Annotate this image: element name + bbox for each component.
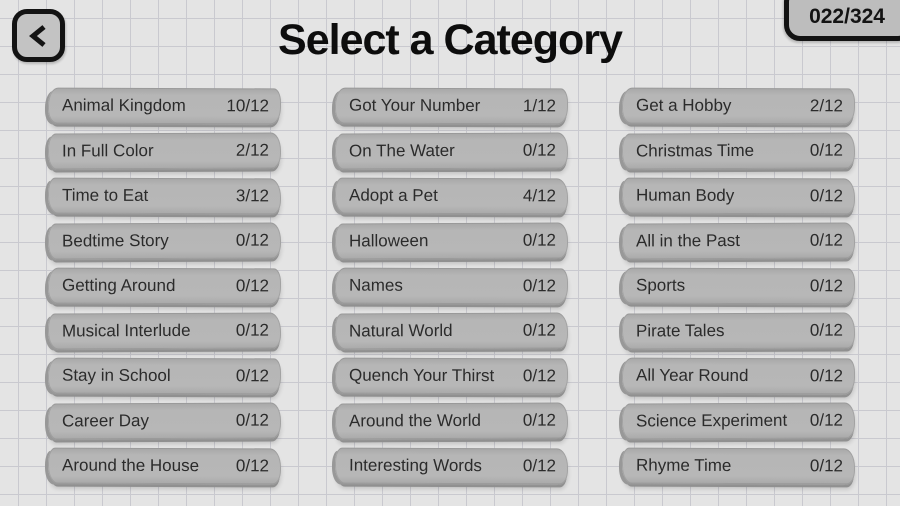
category-label: Human Body xyxy=(635,185,735,205)
category-progress: 0/12 xyxy=(809,276,844,296)
category-progress: 1/12 xyxy=(522,96,557,116)
category-button-get-a-hobby[interactable]: Get a Hobby 2/12 xyxy=(621,87,856,125)
category-label: Bedtime Story xyxy=(61,230,169,251)
category-progress: 0/12 xyxy=(235,276,270,296)
category-label: All Year Round xyxy=(635,365,749,386)
category-label: Animal Kingdom xyxy=(61,95,186,116)
category-progress: 0/12 xyxy=(522,456,557,476)
category-label: Stay in School xyxy=(61,365,171,386)
page-title: Select a Category xyxy=(278,16,623,64)
category-button-rhyme-time[interactable]: Rhyme Time 0/12 xyxy=(621,447,856,485)
category-progress: 0/12 xyxy=(235,366,270,386)
category-button-all-year-round[interactable]: All Year Round 0/12 xyxy=(621,357,856,395)
category-button-got-your-number[interactable]: Got Your Number 1/12 xyxy=(334,87,569,125)
category-label: Interesting Words xyxy=(348,455,482,476)
category-progress: 0/12 xyxy=(235,410,270,430)
category-label: Halloween xyxy=(348,231,429,251)
category-progress: 0/12 xyxy=(235,456,270,476)
category-label: Get a Hobby xyxy=(635,95,732,115)
category-progress: 2/12 xyxy=(809,96,844,116)
category-button-on-the-water[interactable]: On The Water 0/12 xyxy=(334,132,569,170)
category-label: Getting Around xyxy=(61,275,176,296)
category-column-1: Animal Kingdom 10/12 In Full Color 2/12 … xyxy=(47,87,282,485)
category-progress: 0/12 xyxy=(522,276,557,296)
category-button-interesting-words[interactable]: Interesting Words 0/12 xyxy=(334,447,569,485)
category-button-around-the-house[interactable]: Around the House 0/12 xyxy=(47,447,282,485)
category-label: Around the World xyxy=(348,410,482,431)
category-label: Got Your Number xyxy=(348,95,481,116)
category-button-all-in-the-past[interactable]: All in the Past 0/12 xyxy=(621,222,856,260)
category-button-human-body[interactable]: Human Body 0/12 xyxy=(621,177,856,215)
category-button-getting-around[interactable]: Getting Around 0/12 xyxy=(47,267,282,305)
category-button-natural-world[interactable]: Natural World 0/12 xyxy=(334,312,569,350)
category-board: Animal Kingdom 10/12 In Full Color 2/12 … xyxy=(47,87,856,485)
back-button[interactable] xyxy=(12,9,65,62)
category-label: Musical Interlude xyxy=(61,320,191,341)
category-progress: 4/12 xyxy=(522,186,557,206)
category-progress: 2/12 xyxy=(235,140,270,160)
category-progress: 0/12 xyxy=(809,320,844,340)
category-button-sports[interactable]: Sports 0/12 xyxy=(621,267,856,305)
category-label: Adopt a Pet xyxy=(348,185,438,205)
category-progress: 3/12 xyxy=(235,186,270,206)
category-progress: 0/12 xyxy=(235,320,270,340)
category-label: Career Day xyxy=(61,411,149,431)
category-label: Names xyxy=(348,275,403,295)
category-button-names[interactable]: Names 0/12 xyxy=(334,267,569,305)
category-button-christmas-time[interactable]: Christmas Time 0/12 xyxy=(621,132,856,170)
category-button-halloween[interactable]: Halloween 0/12 xyxy=(334,222,569,260)
category-label: Science Experiment xyxy=(635,410,788,431)
category-progress: 0/12 xyxy=(522,366,557,386)
category-progress: 0/12 xyxy=(522,140,557,160)
category-progress: 0/12 xyxy=(809,230,844,250)
category-progress: 0/12 xyxy=(809,410,844,430)
category-button-adopt-a-pet[interactable]: Adopt a Pet 4/12 xyxy=(334,177,569,215)
category-button-quench-your-thirst[interactable]: Quench Your Thirst 0/12 xyxy=(334,357,569,395)
category-button-musical-interlude[interactable]: Musical Interlude 0/12 xyxy=(47,312,282,350)
category-label: Around the House xyxy=(61,455,200,476)
category-progress: 0/12 xyxy=(809,456,844,476)
category-label: Sports xyxy=(635,275,686,295)
total-progress-badge: 022/324 xyxy=(784,0,900,41)
category-column-2: Got Your Number 1/12 On The Water 0/12 A… xyxy=(334,87,569,485)
category-button-time-to-eat[interactable]: Time to Eat 3/12 xyxy=(47,177,282,215)
category-progress: 0/12 xyxy=(522,410,557,430)
category-label: Time to Eat xyxy=(61,185,149,205)
category-progress: 0/12 xyxy=(809,186,844,206)
category-progress: 0/12 xyxy=(522,320,557,340)
category-label: All in the Past xyxy=(635,230,740,251)
category-label: Natural World xyxy=(348,320,453,341)
category-progress: 0/12 xyxy=(809,366,844,386)
category-button-animal-kingdom[interactable]: Animal Kingdom 10/12 xyxy=(47,87,282,125)
category-progress: 0/12 xyxy=(522,230,557,250)
category-progress: 0/12 xyxy=(235,230,270,250)
category-label: On The Water xyxy=(348,140,455,161)
category-label: Rhyme Time xyxy=(635,455,732,475)
back-chevron-icon xyxy=(25,21,53,51)
category-button-bedtime-story[interactable]: Bedtime Story 0/12 xyxy=(47,222,282,260)
category-progress: 0/12 xyxy=(809,140,844,160)
category-progress: 10/12 xyxy=(226,96,270,116)
category-button-around-the-world[interactable]: Around the World 0/12 xyxy=(334,402,569,440)
category-button-stay-in-school[interactable]: Stay in School 0/12 xyxy=(47,357,282,395)
category-label: In Full Color xyxy=(61,141,154,161)
category-button-pirate-tales[interactable]: Pirate Tales 0/12 xyxy=(621,312,856,350)
category-column-3: Get a Hobby 2/12 Christmas Time 0/12 Hum… xyxy=(621,87,856,485)
category-label: Pirate Tales xyxy=(635,321,725,341)
category-label: Quench Your Thirst xyxy=(348,365,495,386)
category-label: Christmas Time xyxy=(635,140,755,161)
category-button-career-day[interactable]: Career Day 0/12 xyxy=(47,402,282,440)
category-button-in-full-color[interactable]: In Full Color 2/12 xyxy=(47,132,282,170)
category-button-science-experiment[interactable]: Science Experiment 0/12 xyxy=(621,402,856,440)
